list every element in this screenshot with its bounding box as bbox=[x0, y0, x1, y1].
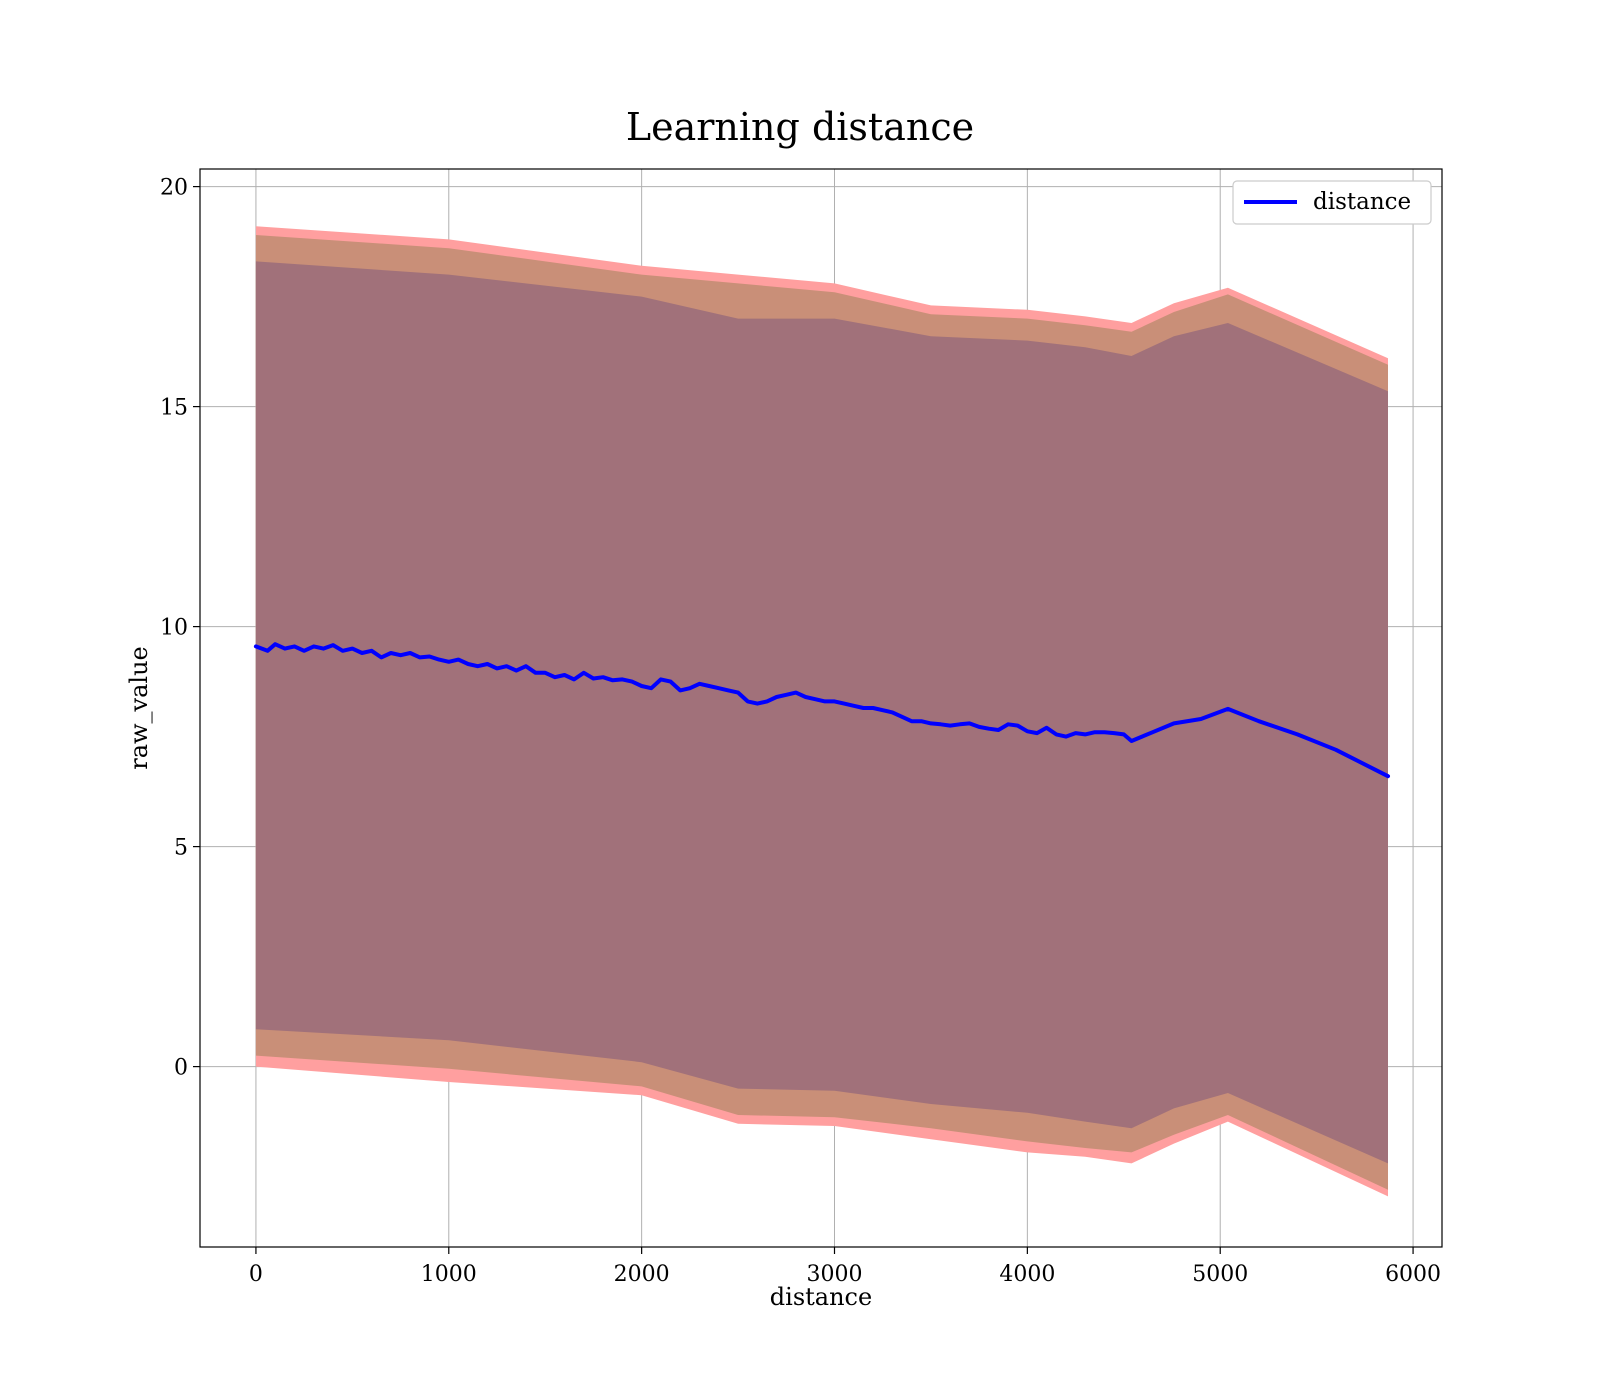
x-tick-label: 2000 bbox=[614, 1262, 670, 1287]
y-tick-label: 0 bbox=[174, 1056, 188, 1081]
series-line-distance bbox=[253, 642, 1390, 779]
y-tick-label: 20 bbox=[160, 176, 188, 201]
x-tick-label: 0 bbox=[249, 1262, 263, 1287]
x-tick-label: 3000 bbox=[807, 1262, 863, 1287]
x-tick-label: 5000 bbox=[1192, 1262, 1248, 1287]
bands bbox=[255, 226, 1388, 1197]
y-axis-ticks: 0 5 10 15 20 bbox=[160, 176, 200, 1081]
x-tick-label: 1000 bbox=[421, 1262, 477, 1287]
series-lines bbox=[253, 642, 1390, 779]
x-tick-label: 4000 bbox=[999, 1262, 1055, 1287]
y-tick-label: 10 bbox=[160, 616, 188, 641]
y-tick-label: 5 bbox=[174, 836, 188, 861]
chart-title: Learning distance bbox=[626, 105, 974, 149]
x-tick-label: 6000 bbox=[1385, 1262, 1441, 1287]
x-axis-label: distance bbox=[770, 1283, 872, 1311]
legend: distance bbox=[1232, 180, 1432, 225]
band-inner bbox=[255, 261, 1388, 1164]
y-tick-label: 15 bbox=[160, 396, 188, 421]
y-axis-label: raw_value bbox=[125, 646, 153, 770]
legend-entry: distance bbox=[1313, 189, 1411, 215]
x-axis-ticks: 0 1000 2000 3000 4000 5000 6000 bbox=[249, 1247, 1441, 1287]
legend-box bbox=[1232, 180, 1432, 225]
plot-frame bbox=[199, 168, 1443, 1248]
